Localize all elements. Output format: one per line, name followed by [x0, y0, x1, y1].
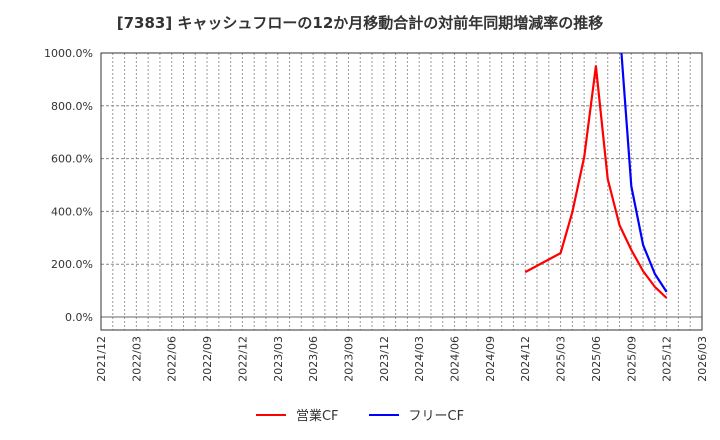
x-tick-label: 2022/03: [130, 336, 143, 382]
x-tick-label: 2023/12: [378, 336, 391, 382]
plot-area: [101, 53, 702, 330]
legend-swatch-blue: [368, 413, 399, 416]
x-tick-label: 2024/03: [413, 336, 426, 382]
plot-frame: [100, 52, 703, 331]
x-tick-label: 2024/12: [519, 336, 532, 382]
x-tick-label: 2022/06: [166, 336, 179, 382]
x-tick-label: 2022/12: [236, 336, 249, 382]
legend: 営業CF フリーCF: [0, 405, 720, 424]
x-tick-label: 2024/09: [484, 336, 497, 382]
x-tick-label: 2025/03: [555, 336, 568, 382]
y-tick-label: 200.0%: [51, 258, 93, 271]
series-line-free-cf: [620, 53, 668, 293]
chart-title: [7383] キャッシュフローの12か月移動合計の対前年同期増減率の推移: [116, 14, 604, 32]
x-tick-label: 2024/06: [449, 336, 462, 382]
y-tick-label: 800.0%: [51, 100, 93, 113]
x-tick-label: 2025/06: [590, 336, 603, 382]
y-tick-label: 600.0%: [51, 153, 93, 166]
legend-swatch-red: [255, 413, 286, 416]
x-tick-label: 2023/09: [342, 336, 355, 382]
x-tick-label: 2025/09: [625, 336, 638, 382]
x-tick-label: 2021/12: [95, 336, 108, 382]
x-tick-label: 2026/03: [696, 336, 709, 382]
y-tick-label: 400.0%: [51, 205, 93, 218]
legend-item-free-cf: フリーCF: [368, 405, 465, 424]
x-tick-label: 2025/12: [661, 336, 674, 382]
legend-label: 営業CF: [295, 409, 339, 424]
x-tick-label: 2022/09: [201, 336, 214, 382]
x-tick-label: 2023/06: [307, 336, 320, 382]
y-tick-label: 0.0%: [65, 311, 93, 324]
y-tick-label: 1000.0%: [44, 47, 93, 60]
legend-label: フリーCF: [408, 409, 465, 424]
x-tick-label: 2023/03: [272, 336, 285, 382]
series-line-operating-cf: [524, 65, 668, 299]
legend-item-operating-cf: 営業CF: [255, 405, 339, 424]
